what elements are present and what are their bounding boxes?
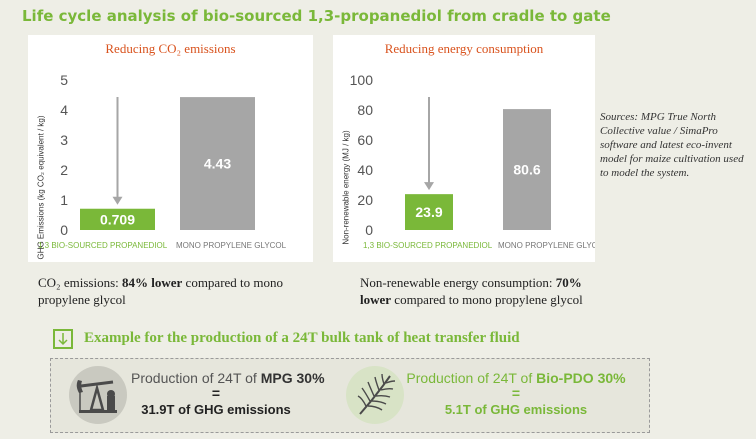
co2-chart-title: Reducing CO₂ emissions — [105, 41, 236, 56]
co2-category-label: MONO PROPYLENE GLYCOL — [176, 241, 287, 250]
energy-caption-post: compared to mono propylene glycol — [391, 292, 583, 307]
page-title: Life cycle analysis of bio-sourced 1,3-p… — [22, 7, 611, 25]
co2-data-label: 4.43 — [204, 156, 231, 172]
energy-ytick-label: 40 — [357, 162, 373, 178]
energy-category-label: MONO PROPYLENE GLYCOL — [498, 241, 595, 250]
biopdo-equals: = — [511, 385, 521, 401]
biopdo-result: 5.1T of GHG emissions — [444, 402, 588, 417]
oil-pump-icon — [69, 366, 127, 424]
co2-ytick-label: 5 — [60, 72, 68, 88]
energy-ytick-label: 80 — [357, 102, 373, 118]
download-arrow-icon — [53, 329, 73, 349]
energy-bar — [503, 109, 551, 230]
co2-ytick-label: 3 — [60, 132, 68, 148]
energy-category-label: 1,3 BIO-SOURCED PROPANEDIOL — [363, 241, 493, 250]
sources-note: Sources: MPG True North Collective value… — [600, 111, 744, 179]
example-box: Production of 24T of MPG 30% = 31.9T of … — [50, 358, 650, 433]
energy-ytick-label: 60 — [357, 132, 373, 148]
energy-caption-pre: Non-renewable energy consumption: — [360, 275, 556, 290]
biopdo-production-prefix: Production of 24T of — [406, 370, 537, 386]
mpg-production-prefix: Production of 24T of — [131, 370, 261, 386]
co2-category-label: 1,3 BIO-SOURCED PROPANEDIOL — [38, 241, 168, 250]
energy-data-label: 80.6 — [513, 162, 540, 178]
energy-chart-title: Reducing energy consumption — [384, 41, 544, 56]
energy-data-label: 23.9 — [415, 204, 442, 220]
mpg-equals: = — [211, 385, 221, 401]
co2-ytick-label: 1 — [60, 192, 68, 208]
biopdo-production-product: Bio-PDO 30% — [536, 370, 626, 386]
energy-ytick-label: 0 — [365, 222, 373, 238]
energy-caption: Non-renewable energy consumption: 70% lo… — [360, 274, 600, 308]
co2-caption: CO₂ emissions: 84% lower compared to mon… — [38, 274, 308, 308]
example-title: Example for the production of a 24T bulk… — [84, 330, 520, 346]
co2-caption-post: compared to mono propylene glycol — [38, 275, 284, 307]
biopdo-production-label: Production of 24T of Bio-PDO 30% — [406, 370, 626, 386]
co2-ytick-label: 2 — [60, 162, 68, 178]
mpg-production-label: Production of 24T of MPG 30% — [131, 370, 325, 386]
co2-chart-panel: Reducing CO₂ emissions GHG Emissions (kg… — [28, 35, 313, 262]
co2-caption-bold: 84% lower — [122, 275, 183, 290]
co2-ytick-label: 4 — [60, 102, 68, 118]
mpg-result: 31.9T of GHG emissions — [141, 402, 291, 417]
co2-bar — [180, 97, 255, 230]
energy-caption-bold: 70% lower — [360, 275, 582, 307]
energy-reduction-arrowhead — [424, 182, 434, 191]
mpg-production-product: MPG 30% — [260, 370, 325, 386]
co2-bar-chart: 0 1 2 3 4 5 0.709 1,3 BIO-SOURCED PROPANEDIOL 4.… — [38, 72, 287, 250]
energy-ytick-label: 20 — [357, 192, 373, 208]
co2-reduction-arrowhead — [112, 196, 123, 205]
energy-bar-chart: 0 20 40 60 80 100 23.9 1,3 BIO-SOURCED PROPANED… — [350, 72, 595, 250]
co2-bar — [80, 208, 155, 230]
co2-data-label: 0.709 — [100, 211, 135, 227]
co2-caption-pre: CO₂ emissions: — [38, 275, 122, 290]
energy-bar — [405, 194, 453, 230]
co2-ytick-label: 0 — [60, 222, 68, 238]
energy-ytick-label: 100 — [350, 72, 374, 88]
palm-leaf-icon — [346, 366, 404, 424]
energy-chart-panel: Reducing energy consumption Non-renewabl… — [333, 35, 595, 262]
